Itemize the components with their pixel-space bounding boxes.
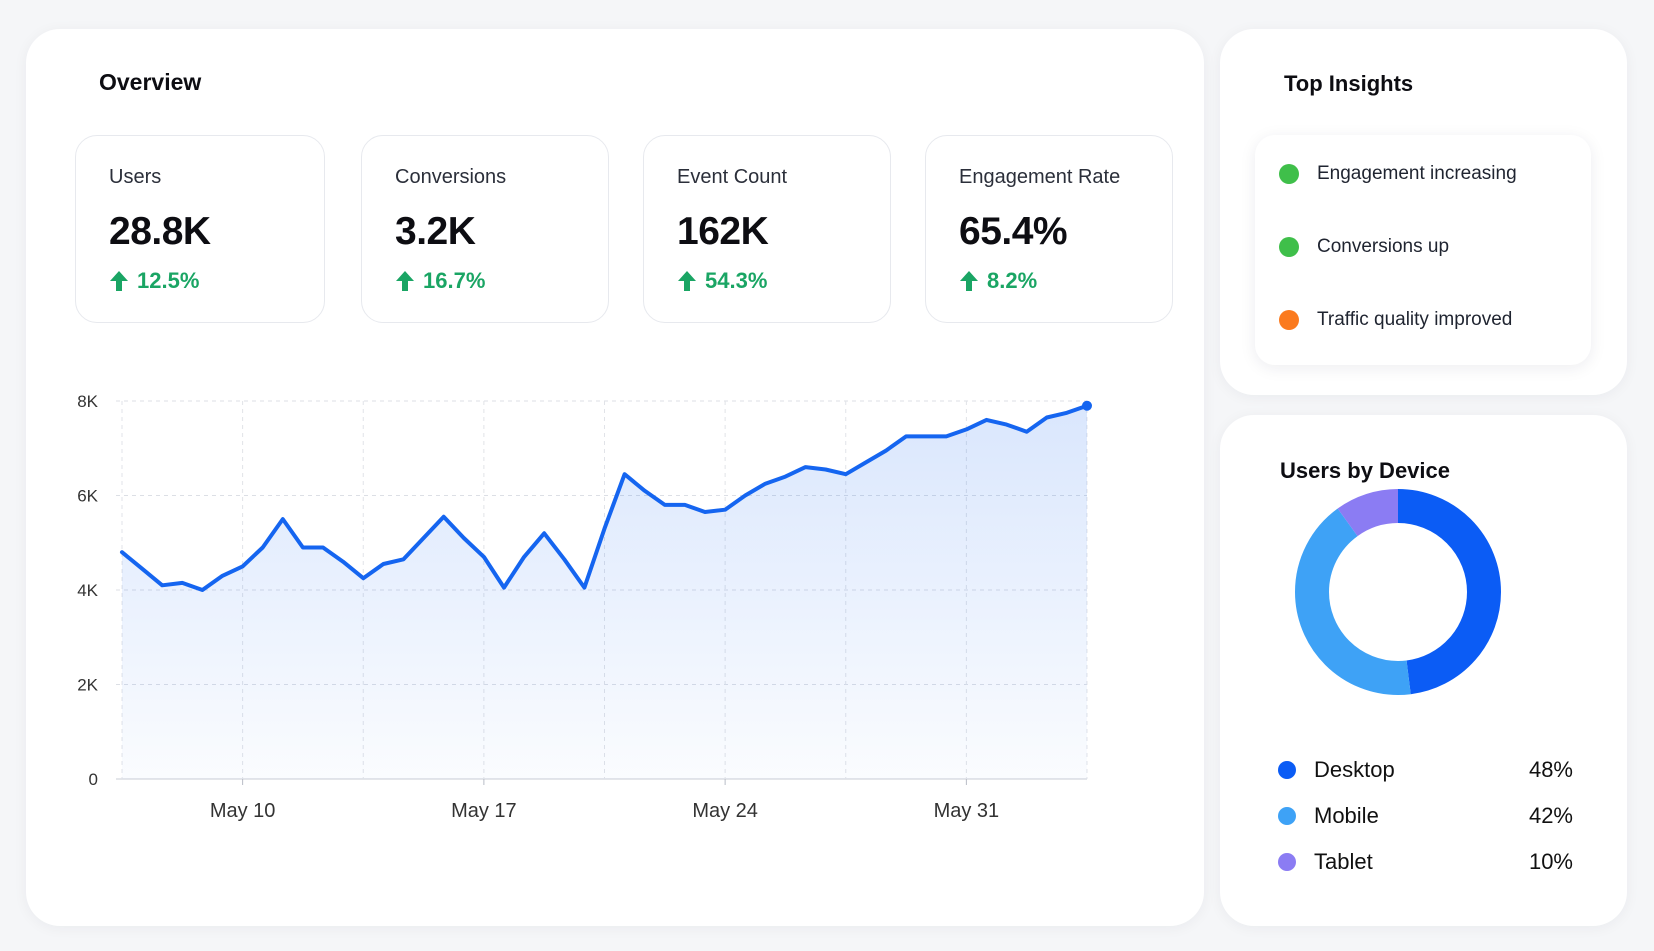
kpi-change-value: 16.7% <box>423 268 486 293</box>
legend-item-tablet[interactable]: Tablet 10% <box>1278 849 1573 875</box>
legend-percent: 42% <box>1528 803 1573 828</box>
insight-label: Conversions up <box>1317 236 1450 257</box>
legend-percent: 48% <box>1528 757 1573 782</box>
insights-title: Top Insights <box>1284 71 1414 96</box>
legend-dot-icon <box>1278 853 1296 871</box>
kpi-label: Engagement Rate <box>959 166 1121 188</box>
donut-slice-tablet[interactable] <box>1295 489 1501 695</box>
arrow-up-icon <box>396 271 414 291</box>
insight-item[interactable]: Traffic quality improved <box>1279 309 1512 331</box>
legend-label: Mobile <box>1314 803 1379 828</box>
insight-item[interactable]: Conversions up <box>1279 236 1449 258</box>
chart-data-point[interactable] <box>1082 400 1092 411</box>
arrow-up-icon <box>960 271 978 291</box>
kpi-card-engagement-rate[interactable]: Engagement Rate 65.4% 8.2% <box>925 135 1173 323</box>
kpi-change: 54.3% <box>677 268 767 294</box>
kpi-value: 28.8K <box>109 210 211 253</box>
status-dot-icon <box>1279 310 1299 330</box>
insights-panel: Top Insights Engagement increasing Conve… <box>1220 29 1627 395</box>
legend-label: Desktop <box>1314 757 1395 782</box>
kpi-label: Event Count <box>677 166 788 188</box>
status-dot-icon <box>1279 237 1299 257</box>
kpi-change: 12.5% <box>109 268 199 294</box>
insight-label: Traffic quality improved <box>1317 309 1513 330</box>
legend-item-desktop[interactable]: Desktop 48% <box>1278 757 1573 783</box>
insight-item[interactable]: Engagement increasing <box>1279 163 1517 185</box>
overview-title: Overview <box>99 69 202 95</box>
arrow-up-icon <box>678 271 696 291</box>
y-tick-label: 8K <box>77 392 98 411</box>
device-panel: Users by Device Desktop 48% Mobile 42% T… <box>1220 415 1627 926</box>
kpi-change-value: 12.5% <box>137 268 200 293</box>
kpi-change-value: 8.2% <box>987 268 1038 293</box>
arrow-up-icon <box>110 271 128 291</box>
kpi-change: 8.2% <box>959 268 1037 294</box>
kpi-value: 3.2K <box>395 210 476 253</box>
kpi-card-users[interactable]: Users 28.8K 12.5% <box>75 135 325 323</box>
y-tick-label: 2K <box>77 676 98 695</box>
kpi-value: 65.4% <box>959 210 1068 253</box>
kpi-value: 162K <box>677 210 769 253</box>
x-tick-label: May 24 <box>692 800 758 822</box>
y-tick-label: 6K <box>77 487 98 506</box>
device-donut-chart[interactable] <box>1220 477 1627 737</box>
overview-panel: Overview Users 28.8K 12.5% Conversions 3… <box>26 29 1204 926</box>
kpi-label: Users <box>109 166 162 188</box>
x-tick-label: May 17 <box>451 800 517 822</box>
x-tick-label: May 10 <box>210 800 276 822</box>
legend-dot-icon <box>1278 761 1296 779</box>
insight-label: Engagement increasing <box>1317 163 1517 184</box>
kpi-card-conversions[interactable]: Conversions 3.2K 16.7% <box>361 135 609 323</box>
y-tick-label: 0 <box>89 770 98 789</box>
chart-line-series <box>120 403 1089 592</box>
legend-percent: 10% <box>1528 849 1573 874</box>
legend-item-mobile[interactable]: Mobile 42% <box>1278 803 1573 829</box>
status-dot-icon <box>1279 164 1299 184</box>
legend-label: Tablet <box>1314 849 1373 874</box>
x-tick-label: May 31 <box>934 800 1000 822</box>
users-line-chart[interactable]: 0 2K 4K 6K 8K May 10 May 17 May 24 May 31 <box>26 379 1204 879</box>
device-title: Users by Device <box>1280 458 1450 483</box>
donut-slice-mobile[interactable] <box>1295 489 1501 695</box>
kpi-label: Conversions <box>395 166 507 188</box>
insights-list: Engagement increasing Conversions up Tra… <box>1255 135 1591 365</box>
kpi-change-value: 54.3% <box>705 268 768 293</box>
kpi-change: 16.7% <box>395 268 485 294</box>
kpi-card-event-count[interactable]: Event Count 162K 54.3% <box>643 135 891 323</box>
chart-area-fill <box>122 405 1087 779</box>
legend-dot-icon <box>1278 807 1296 825</box>
y-tick-label: 4K <box>77 581 98 600</box>
